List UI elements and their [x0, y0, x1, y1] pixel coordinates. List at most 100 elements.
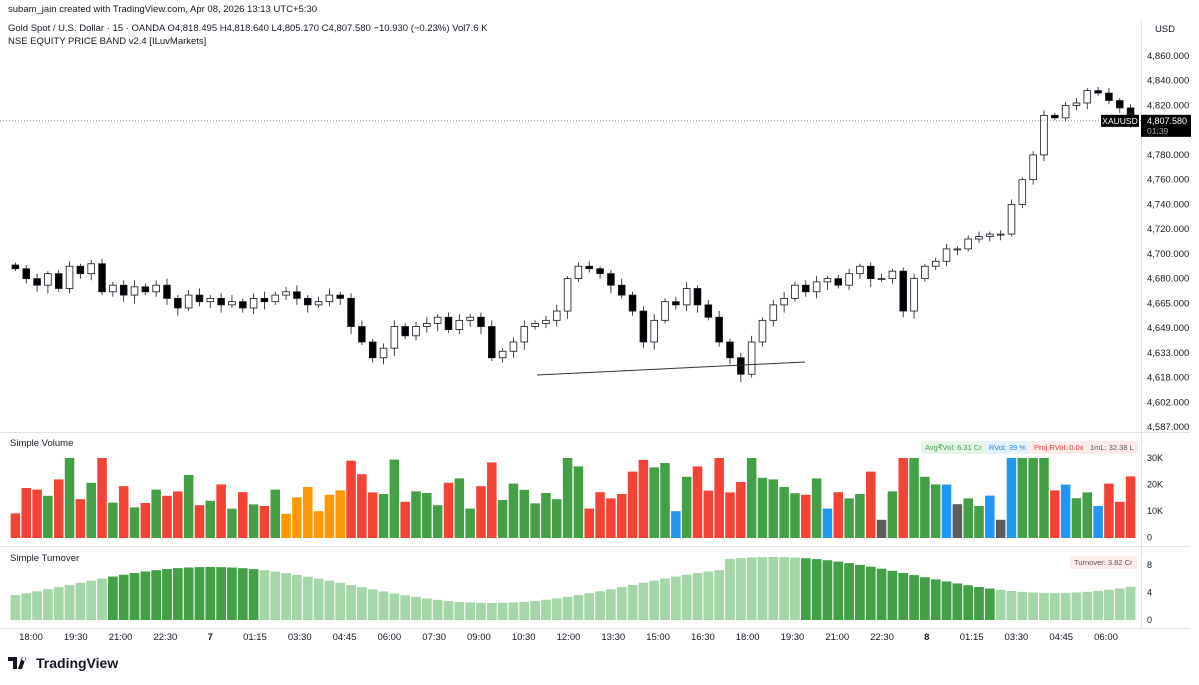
candle-up: [433, 316, 442, 324]
turnover-bar: [855, 564, 865, 620]
volume-bar: [248, 504, 259, 538]
volume-bar: [183, 475, 194, 538]
volume-bar: [194, 505, 205, 538]
turnover-bar: [43, 589, 53, 620]
volume-bar: [1006, 458, 1017, 538]
candle-down: [347, 297, 355, 327]
volume-bar: [259, 506, 270, 538]
volume-bar: [21, 488, 32, 538]
volume-tick-label: 0: [1147, 533, 1152, 543]
time-tick-label: 15:00: [646, 632, 670, 643]
volume-bar: [10, 513, 21, 538]
volume-tick-label: 30K: [1147, 453, 1163, 463]
candle-up: [65, 265, 74, 289]
turnover-bar: [627, 584, 638, 620]
volume-bar: [1050, 490, 1060, 538]
turnover-bar: [400, 595, 411, 620]
price-tick-label: 4,700.000: [1147, 249, 1189, 260]
symbol-legend[interactable]: Gold Spot / U.S. Dollar · 15 · OANDA O4,…: [8, 23, 488, 34]
indicator-legend[interactable]: NSE EQUITY PRICE BAND v2.4 [ILuvMarkets]: [8, 36, 207, 47]
countdown-label: 01:39: [1147, 126, 1169, 136]
currency-label[interactable]: USD: [1154, 24, 1175, 35]
candle-up: [942, 248, 951, 262]
volume-bar: [400, 501, 410, 538]
volume-bar: [346, 460, 356, 538]
volume-bar: [1093, 506, 1103, 538]
candle-down: [1051, 114, 1059, 119]
turnover-bar: [1006, 590, 1017, 620]
volume-bar: [302, 487, 313, 538]
volume-bar: [64, 458, 75, 538]
price-tick-label: 4,740.000: [1147, 199, 1189, 210]
turnover-bar: [53, 587, 64, 620]
candle-up: [661, 301, 669, 321]
volume-bar: [97, 458, 107, 538]
candle-down: [488, 326, 496, 359]
turnover-bar: [941, 581, 952, 620]
turnover-bar: [313, 578, 324, 620]
volume-pane-title[interactable]: Simple Volume: [10, 438, 74, 449]
candle-up: [1029, 154, 1037, 181]
turnover-bar: [508, 602, 519, 620]
turnover-bar: [118, 574, 129, 620]
volume-bar: [584, 508, 595, 538]
candle-up: [845, 273, 853, 286]
time-tick-label: 03:30: [1005, 632, 1029, 643]
candle-down: [358, 326, 366, 343]
turnover-bar: [887, 570, 898, 620]
candle-up: [379, 347, 388, 359]
candle-up: [553, 310, 561, 321]
pane-separator[interactable]: [0, 432, 1190, 433]
volume-bar: [887, 491, 898, 538]
volume-tick-label: 20K: [1147, 480, 1163, 490]
rvol-tag: RVol: 39 %: [985, 441, 1030, 454]
volume-bar: [757, 477, 768, 538]
volume-bar: [930, 484, 941, 538]
turnover-bar: [714, 570, 725, 620]
volume-bar: [606, 498, 616, 538]
turnover-bar: [75, 582, 86, 620]
turnover-bar: [865, 566, 876, 620]
candle-down: [628, 294, 637, 312]
time-tick-label: 07:30: [422, 632, 446, 643]
price-tick-label: 4,720.000: [1147, 224, 1189, 235]
volume-bar: [1104, 483, 1114, 538]
brand-name: TradingView: [36, 655, 119, 671]
one-ml-tag: 1mL: 32.38 L: [1086, 441, 1138, 454]
turnover-bar: [562, 596, 573, 620]
volume-bar: [129, 507, 140, 538]
turnover-pane-title[interactable]: Simple Turnover: [10, 553, 80, 564]
turnover-bar: [530, 600, 540, 620]
turnover-tag: Turnover: 3.82 Cr: [1070, 556, 1137, 569]
volume-bar: [454, 478, 465, 538]
candle-up: [964, 238, 972, 250]
time-tick-label: 7: [208, 632, 213, 643]
candle-up: [1040, 114, 1048, 156]
volume-bar: [844, 498, 854, 538]
price-tick-label: 4,633.000: [1147, 348, 1189, 359]
turnover-bar: [259, 570, 270, 620]
time-tick-label: 09:00: [467, 632, 491, 643]
time-tick-label: 01:15: [243, 632, 267, 643]
price-tick-label: 4,649.000: [1147, 323, 1189, 334]
turnover-bar: [670, 576, 681, 620]
turnover-bar: [768, 557, 779, 620]
candle-down: [715, 316, 723, 343]
volume-bar: [790, 493, 800, 538]
candle-down: [98, 263, 106, 293]
candle-up: [520, 326, 529, 343]
volume-bar: [281, 513, 291, 538]
volume-bar: [151, 489, 161, 538]
volume-bar: [118, 486, 129, 538]
turnover-bar: [790, 557, 800, 620]
price-axis-divider: [1141, 20, 1142, 628]
time-tick-label: 8: [924, 632, 929, 643]
pane-separator[interactable]: [0, 546, 1190, 547]
volume-bar: [335, 490, 345, 538]
turnover-bar: [952, 583, 963, 620]
turnover-tick-label: 8: [1147, 560, 1152, 570]
volume-bar: [108, 502, 118, 538]
volume-bar: [162, 495, 172, 538]
turnover-bar: [248, 569, 259, 620]
